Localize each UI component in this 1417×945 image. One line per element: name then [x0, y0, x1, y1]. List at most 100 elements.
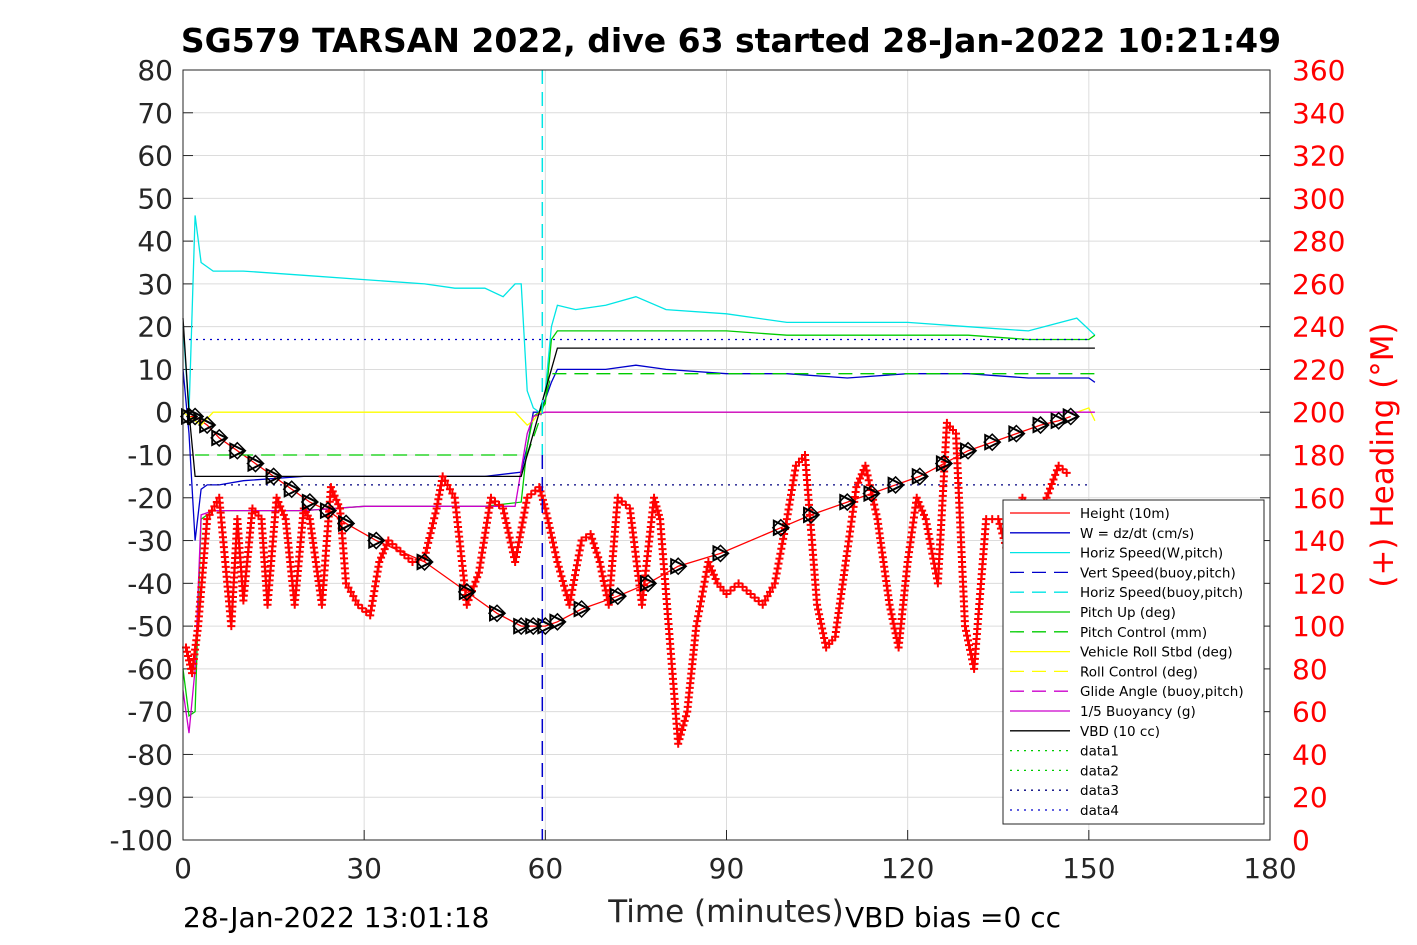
heading-point — [730, 582, 739, 591]
heading-point — [377, 553, 386, 562]
heading-point — [964, 636, 973, 645]
heading-point — [675, 735, 684, 744]
right-tick-label: 260 — [1292, 268, 1345, 301]
heading-point — [598, 572, 607, 581]
y-tick-label: -30 — [127, 525, 173, 558]
dive-marker-diamond — [367, 531, 386, 550]
heading-point — [561, 586, 570, 595]
heading-point — [185, 656, 194, 665]
right-tick-label: 220 — [1292, 353, 1345, 386]
dive-marker-diamond — [300, 492, 319, 512]
heading-point — [334, 500, 343, 509]
heading-point — [863, 471, 872, 480]
heading-point — [495, 500, 504, 509]
heading-point — [346, 587, 355, 596]
dive-marker-diamond — [711, 544, 730, 563]
heading-point — [441, 476, 450, 485]
heading-point — [889, 619, 898, 628]
dive-marker-diamond — [669, 557, 688, 576]
heading-point — [506, 538, 515, 547]
heading-point — [375, 557, 384, 566]
y-tick-label: 50 — [137, 182, 173, 215]
dive-marker-diamond — [1007, 424, 1026, 443]
heading-point — [500, 509, 509, 518]
timestamp-label: 28-Jan-2022 13:01:18 — [183, 901, 489, 934]
right-tick-label: 200 — [1292, 396, 1345, 429]
heading-point — [820, 633, 829, 642]
dive-marker-diamond — [264, 467, 283, 486]
heading-point — [852, 483, 861, 492]
heading-point — [505, 533, 514, 542]
heading-point — [765, 587, 774, 596]
dive-marker-diamond — [608, 587, 627, 606]
dive-marker-diamond — [1031, 415, 1050, 435]
heading-point — [425, 533, 434, 542]
heading-point — [274, 498, 283, 507]
heading-point — [855, 474, 864, 483]
heading-point — [344, 583, 353, 592]
heading-point — [1052, 466, 1061, 475]
heading-point — [553, 557, 562, 566]
heading-point — [912, 493, 921, 502]
heading-point — [558, 576, 567, 585]
heading-point — [203, 515, 212, 524]
y-tick-label: 60 — [137, 140, 173, 173]
heading-point — [742, 586, 751, 595]
heading-point — [1062, 468, 1071, 477]
heading-point — [422, 543, 431, 552]
x-tick-label: 90 — [709, 852, 745, 885]
heading-point — [388, 540, 397, 549]
heading-point — [617, 497, 626, 506]
legend-label: data3 — [1080, 783, 1119, 799]
y-tick-label: -10 — [127, 439, 173, 472]
legend: Height (10m) W = dz/dt (cm/s) Horiz Speed(… — [1002, 499, 1265, 825]
heading-point — [328, 487, 337, 496]
dive-marker-diamond — [934, 454, 953, 473]
heading-point — [621, 500, 630, 509]
dive-marker-diamond — [318, 501, 337, 520]
y-tick-label: -50 — [127, 610, 173, 643]
heading-point — [207, 506, 216, 515]
heading-point — [653, 506, 662, 515]
dive-marker-diamond — [638, 574, 658, 593]
heading-point — [438, 472, 447, 481]
heading-point — [886, 605, 895, 614]
heading-point — [821, 638, 830, 647]
heading-point — [857, 470, 866, 479]
heading-point — [384, 536, 393, 545]
right-tick-label: 360 — [1292, 54, 1345, 87]
heading-point — [443, 480, 452, 489]
heading-point — [919, 510, 928, 519]
heading-point — [586, 530, 595, 539]
heading-point — [205, 510, 214, 519]
legend-label: Vehicle Roll Stbd (deg) — [1080, 645, 1233, 661]
heading-point — [706, 562, 715, 571]
dive-marker-diamond — [862, 484, 881, 503]
heading-point — [542, 509, 551, 518]
heading-point — [816, 614, 825, 623]
heading-point — [278, 506, 287, 515]
heading-point — [184, 652, 193, 661]
y-tick-label: 20 — [137, 311, 173, 344]
heading-point — [871, 505, 880, 514]
series-layer — [182, 215, 1096, 748]
heading-point — [326, 483, 335, 492]
heading-point — [408, 557, 417, 566]
right-tick-label: 80 — [1292, 653, 1328, 686]
heading-point — [279, 510, 288, 519]
heading-point — [962, 626, 971, 635]
legend-label: Roll Control (deg) — [1080, 664, 1198, 680]
chart-title: SG579 TARSAN 2022, dive 63 started 28-Ja… — [181, 21, 1281, 60]
heading-point — [358, 604, 367, 613]
heading-point — [681, 712, 690, 721]
heading-point — [599, 576, 608, 585]
heading-point — [527, 490, 536, 499]
legend-label: Horiz Speed(buoy,pitch) — [1080, 585, 1243, 601]
heading-point — [652, 502, 661, 511]
heading-point — [815, 610, 824, 619]
heading-point — [551, 548, 560, 557]
heading-point — [486, 493, 495, 502]
heading-point — [588, 534, 597, 543]
heading-point — [676, 730, 685, 739]
heading-point — [1049, 475, 1058, 484]
